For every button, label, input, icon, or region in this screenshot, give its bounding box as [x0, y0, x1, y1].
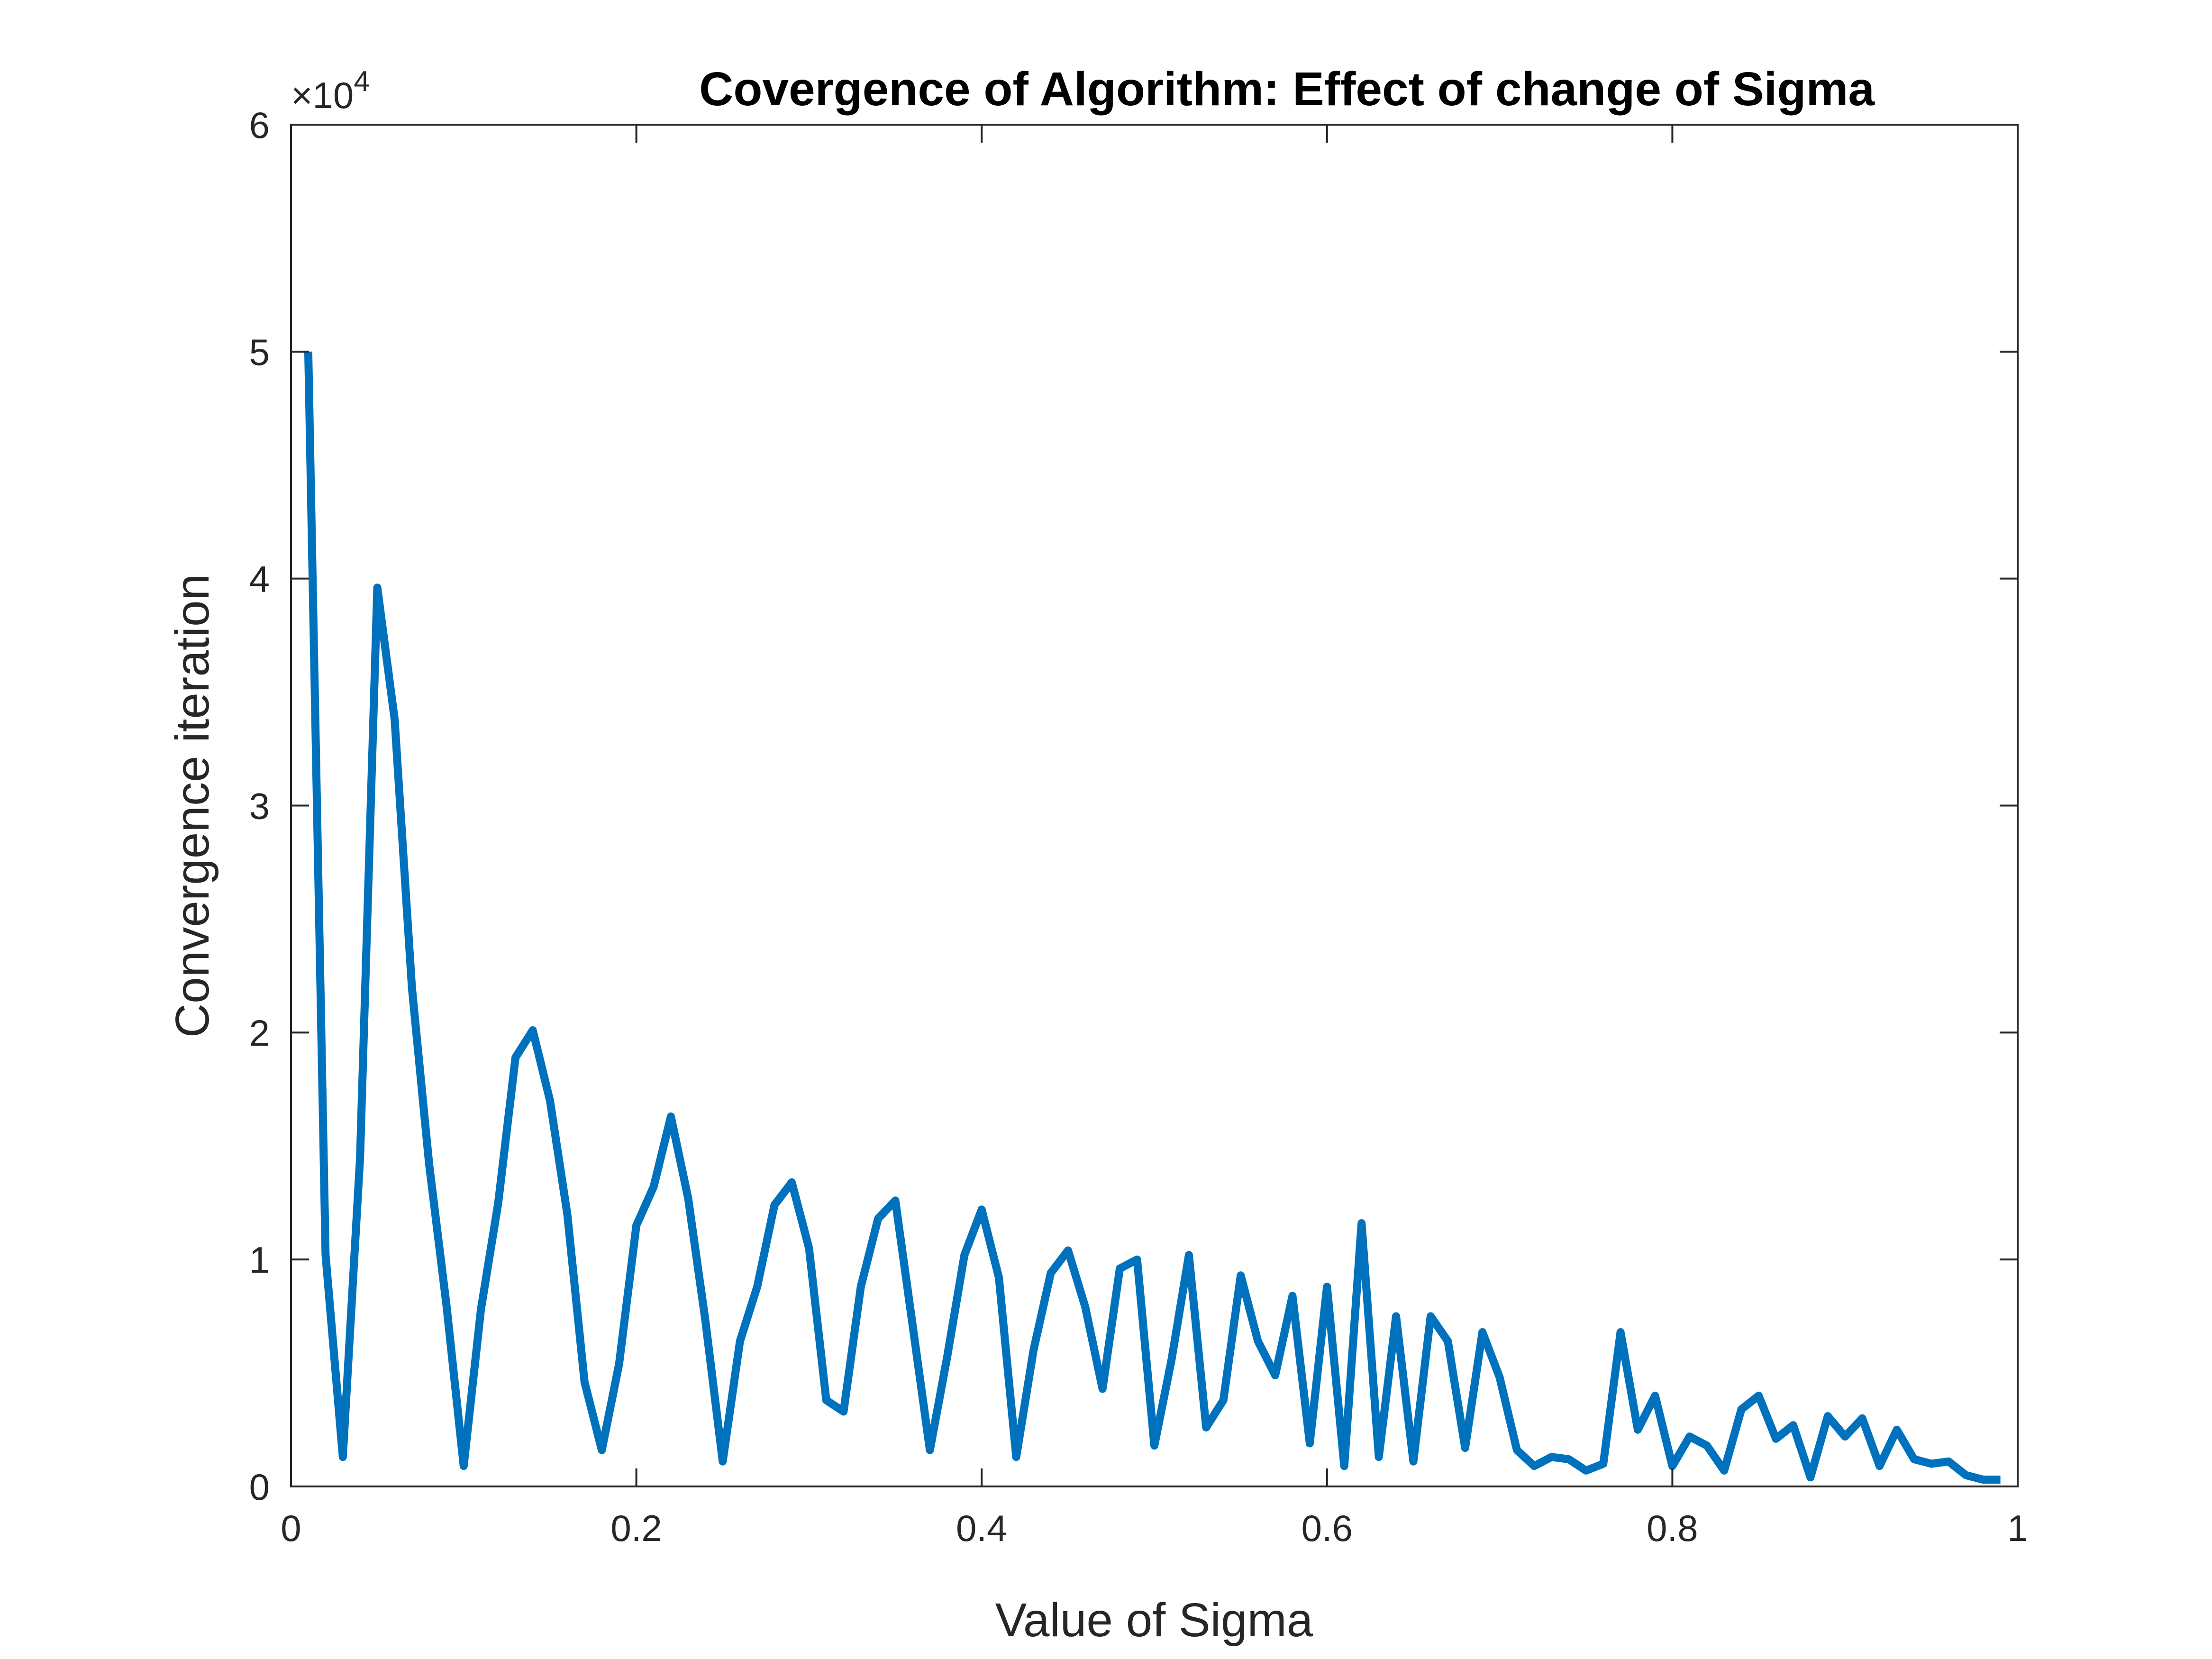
chart-title: Covergence of Algorithm: Effect of chang… [699, 63, 1875, 116]
x-tick-label: 0 [281, 1507, 301, 1549]
y-tick-label: 6 [249, 104, 270, 146]
y-axis-label: Convergence iteration [166, 574, 219, 1038]
x-tick-label: 0.2 [610, 1507, 662, 1549]
plot-area [291, 125, 2018, 1486]
x-tick-label: 1 [2007, 1507, 2028, 1549]
x-tick-label: 0.4 [956, 1507, 1007, 1549]
y-tick-label: 1 [249, 1239, 270, 1281]
tick-layer: 0 0.2 0.4 0.6 0.8 1 0 1 2 3 4 5 6 [249, 104, 2028, 1549]
x-tick-label: 0.6 [1302, 1507, 1353, 1549]
y-tick-label: 5 [249, 331, 270, 373]
data-layer [304, 351, 2001, 1484]
x-tick-label: 0.8 [1647, 1507, 1698, 1549]
y-tick-label: 0 [249, 1466, 270, 1508]
y-exponent-label: ×104 [291, 65, 370, 116]
axes-box [290, 124, 2019, 1487]
y-tick-label: 3 [249, 785, 270, 827]
y-tick-label: 4 [249, 558, 270, 600]
y-exponent-superscript: 4 [354, 65, 369, 97]
y-tick-label: 2 [249, 1012, 270, 1054]
series-line [304, 351, 2001, 1484]
x-axis-label: Value of Sigma [995, 1594, 1313, 1647]
